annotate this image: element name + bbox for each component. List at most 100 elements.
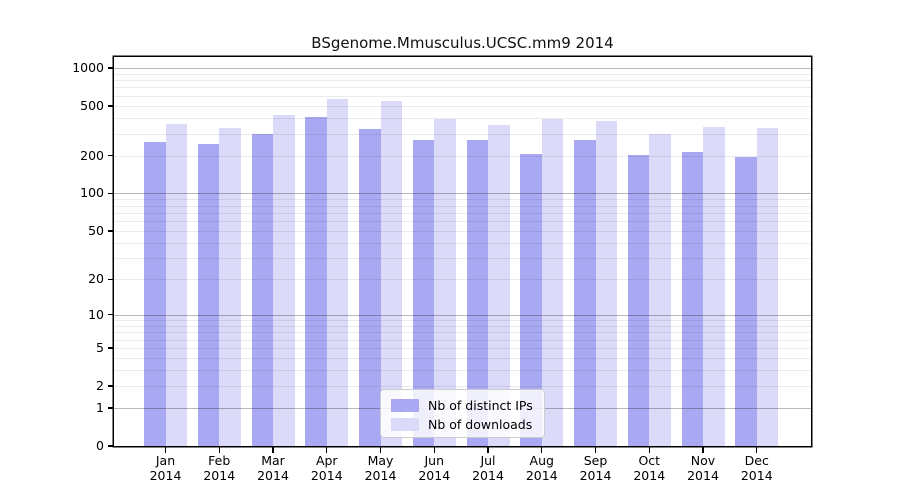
x-tick-mark-jul [487, 447, 489, 453]
bar-jul-distinct-ips [466, 139, 488, 446]
y-tick-label-100: 100 [80, 185, 104, 201]
y-tick-label-2: 2 [96, 377, 104, 393]
gridline-2 [114, 385, 811, 387]
x-tick-label-dec: Dec 2014 [740, 453, 773, 483]
gridline-80 [114, 205, 811, 207]
x-tick-label-aug: Aug 2014 [525, 453, 558, 483]
gridline-70 [114, 212, 811, 214]
y-tick-mark-10 [108, 314, 114, 316]
gridline-700 [114, 87, 811, 89]
y-tick-mark-1000 [108, 67, 114, 69]
gridline-100 [114, 193, 811, 195]
gridline-50 [114, 230, 811, 232]
y-tick-label-0: 0 [96, 438, 104, 453]
bar-mar-distinct-ips [251, 133, 273, 446]
y-tick-label-1: 1 [96, 400, 104, 416]
x-tick-label-jul: Jul 2014 [472, 453, 504, 483]
y-tick-label-50: 50 [88, 222, 104, 238]
x-tick-label-may: May 2014 [364, 453, 397, 483]
gridline-200 [114, 155, 811, 157]
x-tick-mark-dec [756, 447, 758, 453]
y-tick-label-200: 200 [80, 147, 104, 163]
x-tick-label-sep: Sep 2014 [579, 453, 612, 483]
gridline-600 [114, 95, 811, 97]
bar-jan-downloads [165, 123, 187, 446]
bar-dec-downloads [756, 128, 779, 446]
gridline-90 [114, 199, 811, 201]
bar-feb-distinct-ips [197, 143, 220, 446]
legend-swatch-distinct-ips [391, 399, 419, 412]
legend-swatch-downloads [391, 418, 419, 431]
gridline-60 [114, 221, 811, 223]
gridline-6 [114, 339, 811, 341]
gridline-9 [114, 320, 811, 321]
x-tick-mark-feb [218, 447, 220, 453]
bar-feb-downloads [219, 127, 241, 446]
y-tick-label-1000: 1000 [72, 59, 104, 75]
x-tick-label-jan: Jan 2014 [149, 453, 182, 483]
bar-may-distinct-ips [359, 128, 381, 446]
x-tick-mark-oct [648, 447, 650, 453]
gridline-30 [114, 258, 811, 260]
y-tick-mark-2 [108, 385, 114, 387]
gridline-4 [114, 357, 811, 359]
bar-apr-distinct-ips [305, 117, 327, 446]
x-tick-mark-nov [702, 447, 704, 453]
gridline-20 [114, 279, 811, 281]
y-tick-mark-200 [108, 155, 114, 157]
y-tick-label-10: 10 [88, 306, 104, 322]
y-tick-mark-100 [108, 192, 114, 195]
bar-apr-downloads [326, 98, 349, 446]
y-tick-label-500: 500 [80, 97, 104, 113]
y-tick-mark-1 [108, 407, 114, 409]
x-tick-label-apr: Apr 2014 [310, 453, 343, 483]
x-tick-label-feb: Feb 2014 [203, 453, 236, 483]
plot-area [114, 57, 811, 446]
bar-aug-downloads [541, 118, 564, 446]
bar-oct-downloads [649, 133, 671, 446]
legend-label-distinct-ips: Nb of distinct IPs [428, 398, 533, 413]
bar-sep-distinct-ips [574, 139, 596, 446]
x-tick-mark-jan [164, 447, 167, 453]
x-tick-label-nov: Nov 2014 [687, 453, 719, 483]
x-tick-mark-jun [433, 447, 435, 453]
legend-row-downloads: Nb of downloads [391, 415, 544, 434]
bar-oct-distinct-ips [627, 154, 650, 446]
bar-sep-downloads [595, 121, 617, 446]
gridline-7 [114, 332, 811, 334]
x-tick-label-jun: Jun 2014 [418, 453, 451, 483]
gridline-8 [114, 325, 811, 327]
y-tick-mark-5 [108, 347, 114, 349]
legend-row-distinct-ips: Nb of distinct IPs [391, 396, 544, 415]
gridline-400 [114, 118, 811, 119]
x-tick-label-oct: Oct 2014 [633, 453, 666, 483]
bar-aug-distinct-ips [520, 153, 542, 446]
gridline-40 [114, 242, 811, 244]
y-tick-mark-50 [108, 230, 114, 232]
x-tick-mark-apr [326, 447, 328, 453]
y-tick-mark-20 [108, 278, 114, 281]
bar-jun-distinct-ips [412, 140, 435, 446]
x-tick-mark-aug [541, 447, 543, 453]
y-tick-mark-500 [108, 105, 114, 107]
gridline-300 [114, 133, 811, 135]
gridline-800 [114, 80, 811, 82]
x-tick-mark-mar [272, 447, 274, 453]
gridline-10 [114, 314, 811, 316]
legend-label-downloads: Nb of downloads [428, 417, 533, 432]
gridline-3 [114, 370, 811, 372]
legend: Nb of distinct IPs Nb of downloads [380, 389, 545, 438]
bar-jul-downloads [488, 124, 510, 446]
y-tick-label-5: 5 [96, 339, 104, 355]
x-tick-mark-sep [594, 447, 597, 453]
bar-mar-downloads [273, 114, 295, 446]
bar-dec-distinct-ips [735, 157, 757, 446]
gridline-5 [114, 347, 811, 349]
gridline-1000 [114, 67, 811, 69]
bar-jun-downloads [434, 119, 456, 446]
chart-title: BSgenome.Mmusculus.UCSC.mm9 2014 [311, 34, 614, 52]
x-tick-mark-may [379, 447, 382, 453]
y-tick-mark-0 [108, 445, 114, 447]
bar-may-downloads [380, 100, 402, 446]
